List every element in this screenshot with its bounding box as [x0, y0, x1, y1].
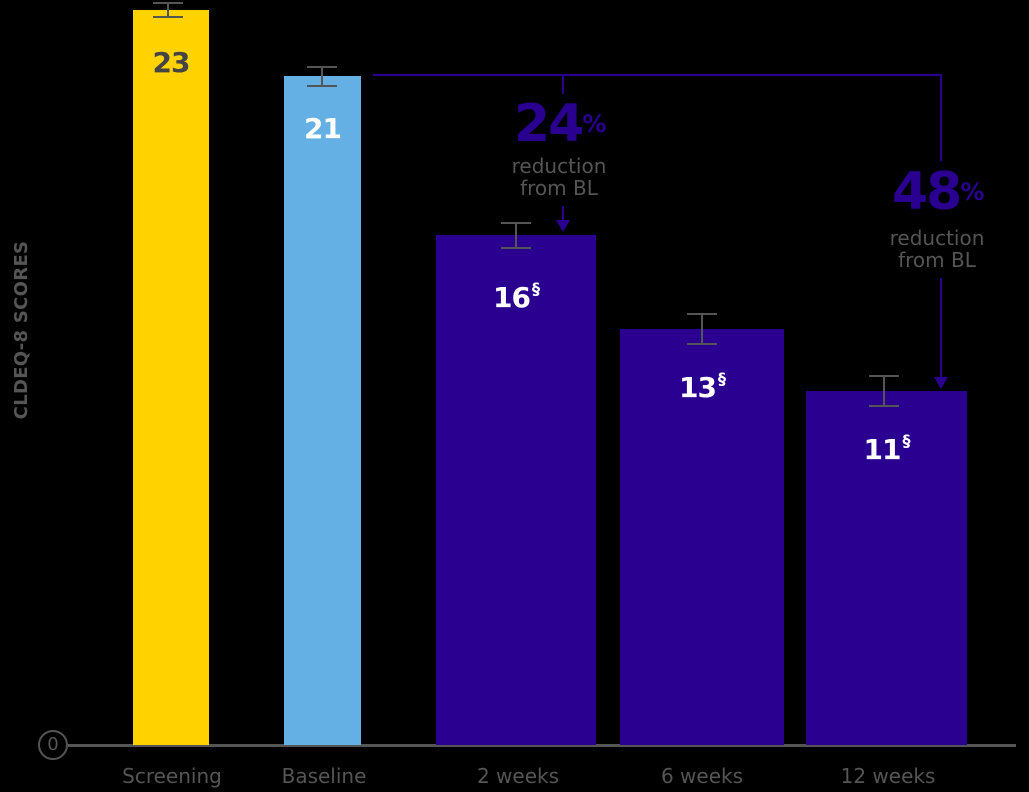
x-label-screening: Screening — [122, 764, 222, 788]
value-text: 23 — [152, 46, 191, 79]
significance-mark: § — [717, 369, 726, 388]
x-axis-line — [68, 744, 1016, 747]
annotation-line-2: from BL — [520, 176, 598, 200]
pct-value: 48 — [892, 162, 962, 222]
bar-value-12-weeks: 11 § — [806, 431, 967, 466]
annotation-24-text: reduction from BL — [494, 155, 624, 199]
annotation-48-pct: 48% — [892, 166, 984, 218]
annotation-48-text: reduction from BL — [872, 227, 1002, 271]
x-label-6-weeks: 6 weeks — [660, 764, 744, 788]
pct-value: 24 — [514, 94, 584, 154]
annotation-24-pct: 24% — [514, 98, 606, 150]
arrow-down-icon — [934, 377, 948, 389]
annotation-line-1: reduction — [889, 226, 985, 250]
bar-value-screening: 23 — [133, 46, 209, 79]
annotation-line-2: from BL — [898, 248, 976, 272]
bar-screening: 23 — [133, 10, 209, 745]
x-label-baseline: Baseline — [281, 764, 367, 788]
error-bar-baseline — [307, 66, 337, 87]
bar-value-2-weeks: 16 § — [436, 279, 596, 314]
significance-mark: § — [531, 279, 540, 298]
arrow-48-stem — [940, 278, 942, 378]
value-text: 16 — [493, 281, 531, 314]
annotation-line-1: reduction — [511, 154, 607, 178]
y-axis-zero-tick: 0 — [38, 730, 68, 760]
bar-6-weeks: 13 § — [620, 329, 784, 745]
bracket-right-drop — [940, 74, 942, 161]
pct-sign: % — [582, 110, 607, 138]
bracket-horizontal-line — [373, 74, 942, 76]
error-bar-6-weeks — [687, 313, 717, 345]
bar-value-baseline: 21 — [284, 112, 361, 145]
error-bar-screening — [153, 2, 183, 18]
x-label-12-weeks: 12 weeks — [840, 764, 936, 788]
value-text: 13 — [679, 371, 717, 404]
bar-12-weeks: 11 § — [806, 391, 967, 745]
value-text: 11 — [863, 433, 902, 466]
y-axis-label: CLDEQ-8 SCORES — [11, 240, 32, 420]
bracket-drop-24 — [562, 74, 564, 94]
value-text: 21 — [304, 112, 342, 145]
pct-sign: % — [960, 178, 985, 206]
bar-value-6-weeks: 13 § — [620, 369, 784, 404]
x-label-2-weeks: 2 weeks — [476, 764, 560, 788]
arrow-24-stem — [562, 206, 564, 222]
significance-mark: § — [902, 431, 910, 450]
bar-2-weeks: 16 § — [436, 235, 596, 745]
arrow-down-icon — [556, 220, 570, 232]
error-bar-2-weeks — [501, 222, 531, 249]
bar-baseline: 21 — [284, 76, 361, 745]
error-bar-12-weeks — [869, 375, 899, 407]
